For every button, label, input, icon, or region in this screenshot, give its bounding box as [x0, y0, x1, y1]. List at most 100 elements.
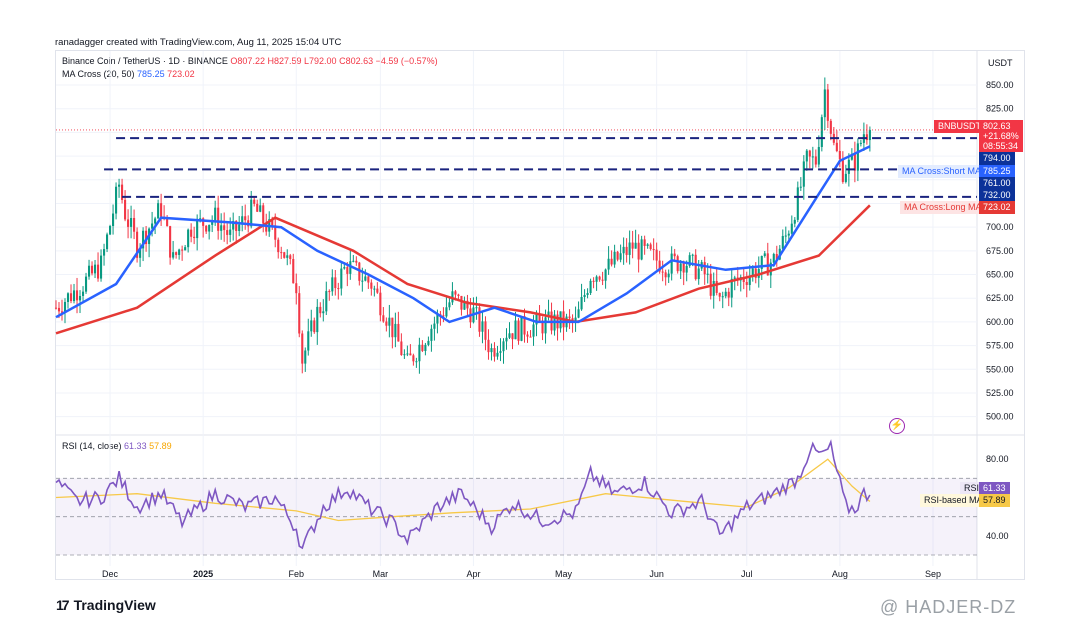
candle-body — [475, 307, 478, 309]
candle-body — [592, 280, 595, 282]
candle-body — [187, 229, 190, 248]
candle-body — [853, 153, 856, 171]
candle-body — [625, 246, 628, 255]
candle-body — [457, 294, 460, 296]
candle-body — [802, 161, 805, 187]
candle-body — [580, 297, 583, 310]
logo-text: TradingView — [73, 597, 156, 613]
candle-body — [223, 225, 226, 231]
chart-frame — [55, 50, 1025, 580]
candle-body — [814, 156, 817, 165]
candle-body — [526, 334, 529, 337]
candle-body — [271, 219, 274, 226]
candle-body — [259, 205, 262, 212]
candle-body — [691, 254, 694, 256]
candle-body — [742, 277, 745, 283]
created-by-text: ranadagger created with TradingView.com,… — [55, 37, 342, 48]
price-tick-label: 600.00 — [986, 317, 1014, 327]
candle-body — [385, 321, 388, 326]
candle-body — [484, 321, 487, 340]
candle-body — [649, 244, 652, 250]
ma-short-name-tag: MA Cross:Short MA — [898, 165, 986, 178]
candle-body — [265, 223, 268, 232]
candle-body — [118, 184, 121, 187]
candle-body — [217, 207, 220, 231]
candle-body — [535, 314, 538, 325]
candle-body — [316, 306, 319, 333]
candle-body — [63, 301, 67, 313]
candle-body — [796, 187, 799, 220]
price-tick-label: 850.00 — [986, 80, 1014, 90]
candle-body — [454, 291, 457, 295]
candle-body — [466, 300, 469, 309]
legend-low: L792.00 — [304, 56, 337, 66]
candle-body — [490, 348, 493, 353]
candle-body — [400, 341, 403, 356]
candle-body — [826, 89, 829, 121]
time-tick-label: Aug — [832, 569, 848, 579]
candle-body — [211, 220, 214, 225]
candle-body — [619, 253, 622, 260]
candle-body — [205, 225, 208, 232]
candle-body — [250, 199, 253, 227]
candle-body — [670, 253, 673, 274]
candle-body — [628, 242, 631, 255]
candle-body — [850, 153, 853, 160]
level-794-tag: 794.00 — [979, 152, 1015, 165]
candle-body — [57, 307, 61, 312]
candle-body — [397, 323, 400, 342]
candle-body — [517, 320, 520, 341]
candle-body — [337, 288, 340, 290]
candle-body — [754, 268, 757, 278]
candle-body — [451, 291, 454, 303]
candle-body — [331, 277, 334, 292]
candle-body — [127, 219, 130, 227]
candle-body — [93, 264, 97, 274]
candle-body — [859, 142, 862, 144]
candle-body — [106, 234, 109, 250]
candle-body — [499, 351, 502, 353]
candle-body — [154, 218, 157, 224]
candle-body — [421, 344, 424, 351]
candle-body — [54, 307, 58, 309]
ma-short-value: 785.25 — [137, 69, 165, 79]
candle-body — [496, 352, 499, 357]
candle-body — [481, 321, 484, 332]
rsi-name-tag: RSI — [960, 482, 984, 495]
candle-body — [463, 300, 466, 310]
candle-body — [595, 276, 598, 282]
candle-body — [493, 348, 496, 357]
candle-body — [805, 150, 808, 162]
candle-body — [373, 288, 376, 290]
candle-body — [172, 252, 175, 258]
candle-body — [78, 295, 82, 301]
candle-body — [520, 316, 523, 341]
tradingview-logo: 17 TradingView — [56, 597, 156, 613]
level-761-tag: 761.00 — [979, 177, 1015, 190]
candle-body — [799, 186, 802, 188]
ma-long-name-tag: MA Cross:Long MA — [900, 201, 986, 214]
candle-body — [790, 223, 793, 234]
legend-close: C802.63 — [339, 56, 374, 66]
candle-body — [445, 307, 448, 317]
symbol-price-tag: 802.63 +21.68% 08:55:34 — [979, 120, 1023, 152]
flash-icon[interactable]: ⚡ — [889, 418, 905, 434]
candle-body — [406, 353, 409, 355]
candle-body — [655, 249, 658, 261]
ma-long-line — [55, 204, 871, 335]
ma-long-tag: 723.02 — [979, 201, 1015, 214]
candle-body — [634, 242, 637, 249]
candle-body — [712, 280, 715, 296]
rsi-legend-label: RSI (14, close) — [62, 441, 122, 451]
candle-body — [75, 290, 79, 301]
rsi-value: 61.33 — [124, 441, 147, 451]
candle-body — [673, 253, 676, 257]
candle-body — [301, 333, 304, 364]
candle-body — [322, 311, 325, 314]
candle-body — [208, 224, 211, 232]
time-tick-label: Mar — [373, 569, 389, 579]
candle-body — [844, 173, 847, 182]
watermark: @ HADJER-DZ — [880, 597, 1017, 617]
candle-body — [529, 336, 532, 338]
candle-body — [688, 255, 691, 266]
